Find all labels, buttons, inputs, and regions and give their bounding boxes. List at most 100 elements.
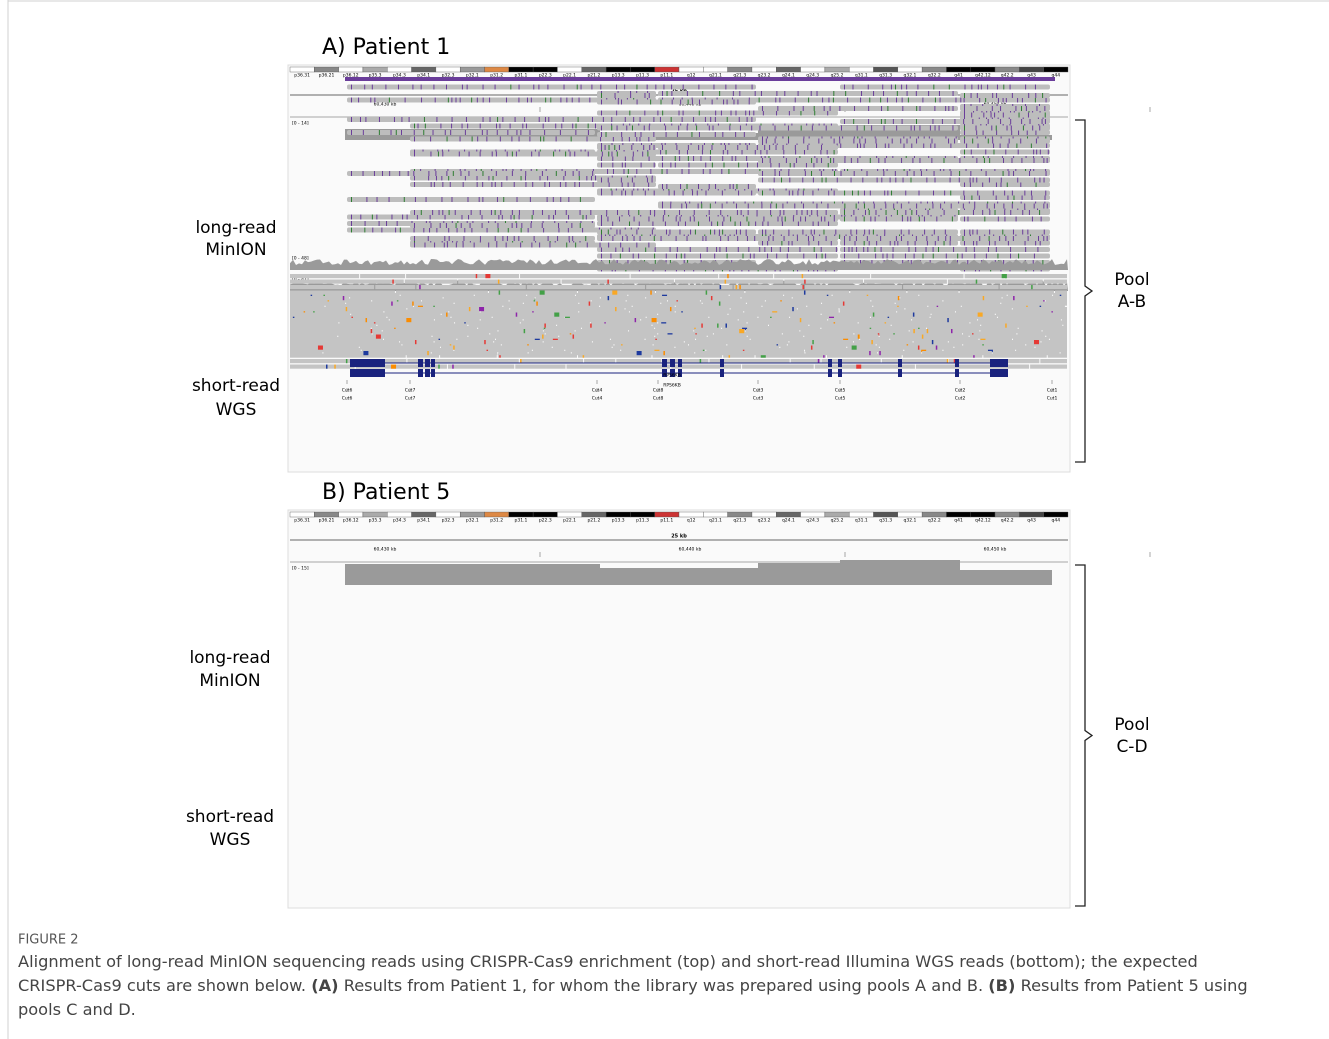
band-label: q41 (954, 518, 963, 524)
read-indel (722, 204, 723, 209)
read-indel (363, 130, 364, 135)
read-indel (729, 126, 730, 131)
read-indel (1047, 236, 1048, 241)
read-indel (428, 171, 429, 176)
read-indel (915, 241, 916, 246)
read-indel (839, 106, 840, 111)
mismatch (1031, 285, 1033, 289)
read-indel (977, 93, 978, 98)
read-indel (964, 195, 965, 200)
read-indel (609, 145, 610, 150)
short-read (406, 274, 519, 278)
read-indel (856, 204, 857, 209)
mismatch (498, 280, 500, 284)
read-indel (784, 91, 785, 96)
read-indel (862, 178, 863, 183)
read-indel (585, 236, 586, 241)
read-indel (601, 145, 602, 150)
read-indel (905, 210, 906, 215)
read-indel (844, 247, 845, 252)
read-indel (573, 171, 574, 176)
read-indel (530, 197, 531, 202)
ideogram-band (314, 67, 338, 72)
read-indel (522, 124, 523, 129)
read-indel (914, 171, 915, 176)
read-indel (762, 191, 763, 196)
read-indel (444, 236, 445, 241)
read-indel (887, 254, 888, 259)
read-indel (655, 247, 656, 252)
read-indel (916, 106, 917, 111)
read (410, 223, 595, 228)
read-indel (745, 111, 746, 116)
read-indel (754, 254, 755, 259)
read-indel (633, 182, 634, 187)
read-indel (548, 236, 549, 241)
read-indel (549, 182, 550, 187)
read-indel (723, 100, 724, 105)
read (597, 111, 838, 116)
read-indel (795, 145, 796, 150)
read-indel (719, 230, 720, 235)
read-indel (586, 176, 587, 181)
read-indel (886, 217, 887, 222)
read-indel (839, 234, 840, 239)
read-indel (499, 124, 500, 129)
read-indel (1033, 150, 1034, 155)
read (410, 243, 656, 248)
read-indel (964, 182, 965, 187)
read-indel (1043, 204, 1044, 209)
read-indel (510, 215, 511, 220)
ideogram-band (1044, 512, 1068, 517)
read-indel (394, 117, 395, 122)
track-label: MinION (199, 671, 260, 691)
read-indel (647, 152, 648, 157)
band-label: p31.1 (515, 518, 528, 524)
read-indel (882, 85, 883, 90)
read-indel (1027, 130, 1028, 135)
read-indel (591, 176, 592, 181)
read-indel (506, 176, 507, 181)
read-indel (449, 236, 450, 241)
read-indel (645, 191, 646, 196)
read-indel (977, 191, 978, 196)
mismatch (869, 351, 871, 355)
read-indel (940, 204, 941, 209)
ideogram-band (728, 512, 752, 517)
read-indel (955, 98, 956, 103)
read-indel (619, 145, 620, 150)
read-indel (556, 137, 557, 142)
read-indel (650, 210, 651, 215)
read-indel (901, 204, 902, 209)
read-indel (778, 217, 779, 222)
read-indel (610, 254, 611, 259)
track-label: short-read (192, 376, 280, 396)
caption-run: Results from Patient 1, for whom the lib… (339, 976, 989, 995)
track-label: long-read (195, 218, 276, 238)
read-indel (432, 210, 433, 215)
short-read (290, 365, 355, 369)
read-indel (471, 228, 472, 233)
read-indel (566, 243, 567, 248)
short-read (910, 329, 980, 333)
read-indel (787, 254, 788, 259)
read-indel (959, 178, 960, 183)
read-indel (705, 191, 706, 196)
ideogram-band (339, 67, 363, 72)
read-indel (797, 236, 798, 241)
read-indel (945, 106, 946, 111)
read-indel (811, 210, 812, 215)
short-read (498, 351, 527, 355)
read-indel (428, 176, 429, 181)
mismatch (371, 329, 373, 333)
read-indel (857, 143, 858, 148)
read-indel (833, 91, 834, 96)
read-indel (736, 230, 737, 235)
mismatch (652, 318, 657, 322)
read-indel (447, 243, 448, 248)
short-read (996, 313, 1067, 317)
read-indel (869, 98, 870, 103)
read-indel (1009, 139, 1010, 144)
read-indel (888, 143, 889, 148)
read-indel (856, 230, 857, 235)
